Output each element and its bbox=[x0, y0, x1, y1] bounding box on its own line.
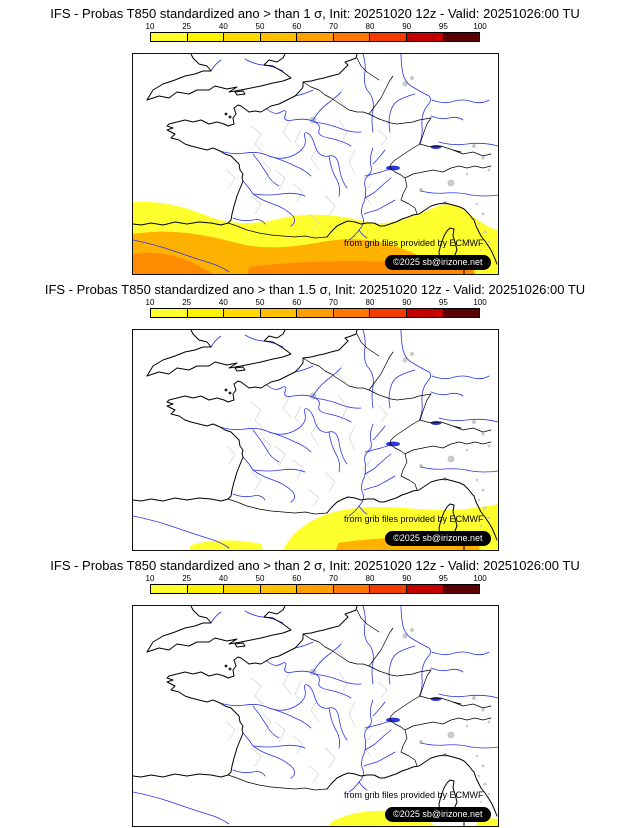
colorbar-tick-label: 25 bbox=[182, 22, 192, 31]
colorbar-segment bbox=[151, 309, 187, 317]
colorbar-tick-label: 60 bbox=[292, 574, 302, 583]
panel-title: IFS - Probas T850 standardized ano > tha… bbox=[50, 558, 580, 573]
colorbar-tick-label: 10 bbox=[145, 298, 155, 307]
colorbar-tick-label: 100 bbox=[473, 574, 487, 583]
credit-text: from grib files provided by ECMWF bbox=[343, 790, 484, 800]
colorbar-tick-label: 70 bbox=[328, 22, 338, 31]
panel-title: IFS - Probas T850 standardized ano > tha… bbox=[50, 6, 580, 21]
map-france-prob-gt-1_5-sigma: from grib files provided by ECMWF ©2025 … bbox=[131, 329, 499, 551]
colorbar-segment bbox=[442, 309, 480, 317]
colorbar-segment bbox=[442, 33, 480, 41]
colorbar-segment bbox=[186, 33, 224, 41]
colorbar-segment bbox=[332, 585, 370, 593]
map-france-prob-gt-1-sigma: from grib files provided by ECMWF ©2025 … bbox=[131, 53, 499, 275]
colorbar-tick-label: 10 bbox=[145, 22, 155, 31]
colorbar-segment bbox=[442, 585, 480, 593]
colorbar-segment bbox=[332, 33, 370, 41]
colorbar-tick-label: 80 bbox=[365, 298, 375, 307]
colorbar-tick-label: 10 bbox=[145, 574, 155, 583]
colorbar: 10 25 40 50 60 70 80 90 95 100 bbox=[146, 22, 487, 42]
colorbar-tick-label: 25 bbox=[182, 298, 192, 307]
colorbar-segment bbox=[151, 33, 187, 41]
colorbar-tick-label: 80 bbox=[365, 22, 375, 31]
colorbar-segment bbox=[223, 309, 260, 317]
colorbar: 10 25 40 50 60 70 80 90 95 100 bbox=[146, 298, 487, 318]
colorbar-segment bbox=[259, 585, 297, 593]
colorbar-tick-label: 100 bbox=[473, 298, 487, 307]
colorbar-segment bbox=[332, 309, 370, 317]
colorbar: 10 25 40 50 60 70 80 90 95 100 bbox=[146, 574, 487, 594]
colorbar-tick-label: 95 bbox=[438, 22, 448, 31]
colorbar-tick-label: 40 bbox=[218, 22, 228, 31]
colorbar-tick-label: 70 bbox=[328, 574, 338, 583]
colorbar-tick-label: 40 bbox=[218, 298, 228, 307]
colorbar-tick-label: 90 bbox=[402, 298, 412, 307]
colorbar-tick-label: 60 bbox=[292, 298, 302, 307]
colorbar-segment bbox=[186, 585, 224, 593]
copyright-badge: ©2025 sb@irizone.net bbox=[385, 807, 491, 822]
colorbar-segment bbox=[369, 309, 406, 317]
colorbar-tick-label: 95 bbox=[438, 298, 448, 307]
colorbar-gradient bbox=[150, 32, 480, 42]
colorbar-tick-label: 50 bbox=[255, 298, 265, 307]
colorbar-gradient bbox=[150, 308, 480, 318]
colorbar-segment bbox=[151, 585, 187, 593]
colorbar-tick-label: 90 bbox=[402, 574, 412, 583]
colorbar-segment bbox=[186, 309, 224, 317]
copyright-badge: ©2025 sb@irizone.net bbox=[385, 255, 491, 270]
colorbar-tick-row: 10 25 40 50 60 70 80 90 95 100 bbox=[146, 298, 487, 308]
colorbar-segment bbox=[259, 309, 297, 317]
colorbar-tick-label: 95 bbox=[438, 574, 448, 583]
panel-prob-gt-1-sigma: IFS - Probas T850 standardized ano > tha… bbox=[0, 0, 630, 276]
colorbar-tick-label: 80 bbox=[365, 574, 375, 583]
colorbar-segment bbox=[223, 585, 260, 593]
colorbar-tick-label: 100 bbox=[473, 22, 487, 31]
colorbar-segment bbox=[369, 33, 406, 41]
colorbar-segment bbox=[296, 309, 333, 317]
credit-text: from grib files provided by ECMWF bbox=[343, 238, 484, 248]
colorbar-tick-label: 40 bbox=[218, 574, 228, 583]
colorbar-segment bbox=[405, 585, 443, 593]
colorbar-tick-label: 90 bbox=[402, 22, 412, 31]
colorbar-tick-label: 60 bbox=[292, 22, 302, 31]
colorbar-segment bbox=[369, 585, 406, 593]
colorbar-segment bbox=[223, 33, 260, 41]
colorbar-tick-label: 25 bbox=[182, 574, 192, 583]
panel-title: IFS - Probas T850 standardized ano > tha… bbox=[44, 282, 586, 297]
credit-text: from grib files provided by ECMWF bbox=[343, 514, 484, 524]
copyright-badge: ©2025 sb@irizone.net bbox=[385, 531, 491, 546]
colorbar-tick-row: 10 25 40 50 60 70 80 90 95 100 bbox=[146, 574, 487, 584]
colorbar-segment bbox=[405, 33, 443, 41]
panel-prob-gt-1_5-sigma: IFS - Probas T850 standardized ano > tha… bbox=[0, 276, 630, 552]
panel-prob-gt-2-sigma: IFS - Probas T850 standardized ano > tha… bbox=[0, 552, 630, 828]
colorbar-segment bbox=[405, 309, 443, 317]
colorbar-segment bbox=[259, 33, 297, 41]
colorbar-segment bbox=[296, 585, 333, 593]
colorbar-tick-label: 50 bbox=[255, 22, 265, 31]
colorbar-gradient bbox=[150, 584, 480, 594]
colorbar-tick-row: 10 25 40 50 60 70 80 90 95 100 bbox=[146, 22, 487, 32]
colorbar-segment bbox=[296, 33, 333, 41]
colorbar-tick-label: 70 bbox=[328, 298, 338, 307]
colorbar-tick-label: 50 bbox=[255, 574, 265, 583]
map-france-prob-gt-2-sigma: from grib files provided by ECMWF ©2025 … bbox=[131, 605, 499, 827]
